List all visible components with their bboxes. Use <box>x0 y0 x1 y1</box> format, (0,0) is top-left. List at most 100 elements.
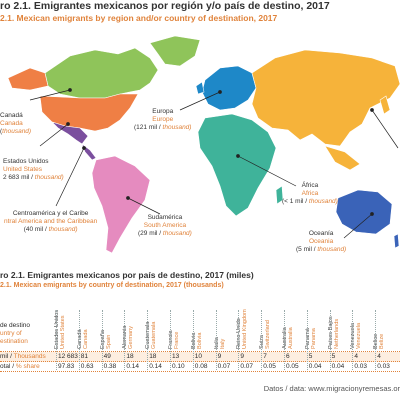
asia-shape <box>251 49 400 147</box>
header-label: de destino <box>0 322 30 329</box>
europe-num: (121 mil / <box>134 124 163 131</box>
cell-thousands: 4 <box>354 353 359 360</box>
cell-share: 0.03 <box>377 363 390 370</box>
central-num: (40 mil / <box>23 226 49 233</box>
header-label-en2: estination <box>0 338 28 345</box>
new-zealand-shape <box>393 233 400 249</box>
africa-shape <box>197 113 277 217</box>
central-en: ntral America and the Caribbean <box>4 218 98 225</box>
label-oceania: Oceanía Oceania (5 mil / thousand) <box>296 230 346 254</box>
cell-thousands: 4 <box>377 353 381 360</box>
cell-share: 0.07 <box>240 363 254 370</box>
cell-share: 0.10 <box>172 363 185 370</box>
figure1-title-en: 2.1. Mexican emigrants by region and/or … <box>0 13 278 23</box>
cell-share: 0.63 <box>80 363 94 370</box>
cell-thousands: 5 <box>308 353 313 360</box>
cell-share: 0.14 <box>149 363 162 370</box>
row-divider-mid <box>0 361 400 362</box>
oceania-en: Oceania <box>309 238 334 245</box>
cell-share: 0.08 <box>194 363 208 370</box>
cell-share: 0.03 <box>354 363 368 370</box>
row1-bg <box>0 352 400 362</box>
canada-es: Canadá <box>0 112 23 119</box>
uk-shape <box>195 81 205 95</box>
row2-label-es: otal / <box>0 363 16 370</box>
column-divider <box>170 310 171 370</box>
column-header-en: Panama <box>310 328 317 349</box>
column-header-es: Panamá <box>304 328 311 349</box>
usa-shape <box>39 93 139 132</box>
column-divider <box>375 310 377 370</box>
europe-en: Europe <box>152 116 174 123</box>
cell-thousands: 6 <box>286 353 290 360</box>
figure2-title-en: 2.1. Mexican emigrants by country of des… <box>0 282 224 289</box>
column-divider <box>192 310 194 370</box>
usa-es: Estados Unidos <box>3 158 49 165</box>
column-divider <box>329 310 331 370</box>
column-header-en: Netherlands <box>333 318 340 349</box>
japan-shape <box>379 95 391 115</box>
canada-shape <box>44 47 159 99</box>
south-en: South America <box>143 222 187 229</box>
cell-share: 0.04 <box>331 363 345 370</box>
column-header-es: Bolivia <box>190 332 197 349</box>
oceania-es: Oceanía <box>308 230 334 237</box>
madagascar-shape <box>275 185 284 205</box>
column-header-en: France <box>174 331 180 349</box>
column-header-en: Switzerland <box>265 320 272 349</box>
usa-unit: thousand) <box>34 174 64 181</box>
cell-thousands: 9 <box>240 353 245 360</box>
label-usa: Estados Unidos United States 2 683 mil /… <box>0 158 64 182</box>
column-divider <box>147 310 149 370</box>
alaska-shape <box>7 67 49 91</box>
south-es: Sudamérica <box>147 214 183 221</box>
africa-en: Africa <box>301 190 319 197</box>
column-header-en: Belize <box>379 333 386 349</box>
column-divider <box>306 310 308 370</box>
cell-thousands: 7 <box>263 353 267 360</box>
cell-thousands: 9 <box>217 353 222 360</box>
column-header-en: United Kingdom <box>242 309 249 349</box>
label-south-america: Sudamérica South America (29 mil / thous… <box>138 214 192 238</box>
europe-es: Europa <box>152 108 174 115</box>
cell-share: 0.07 <box>217 363 231 370</box>
column-divider <box>78 310 80 370</box>
row2-bg <box>0 362 400 372</box>
cell-thousands: 10 <box>194 353 203 360</box>
figure1-title-es: ro 2.1. Emigrantes mexicanos por región … <box>0 0 330 12</box>
label-central-america: Centroamérica y el Caribe ntral America … <box>4 210 97 234</box>
label-africa: África Africa (< 1 mil / thousand) <box>282 182 338 206</box>
africa-es: África <box>301 182 319 189</box>
column-header-en: Venezuela <box>356 322 363 349</box>
row1-label-en: Thousands <box>13 353 46 360</box>
column-header-en: Italy <box>219 338 226 349</box>
australia-shape <box>335 189 393 235</box>
column-header-en: Guatemala <box>151 321 158 349</box>
greenland-shape <box>149 35 201 67</box>
row-divider-top <box>0 351 400 352</box>
cell-thousands: 5 <box>331 353 336 360</box>
column-divider <box>238 310 240 370</box>
oceania-unit: thousand) <box>317 246 347 253</box>
canada-num: ( <box>0 128 3 135</box>
column-divider <box>101 310 103 370</box>
column-header-en: Germany <box>128 325 135 349</box>
cell-share: 0.38 <box>103 363 117 370</box>
row1-label: mil / Thousands <box>0 353 46 360</box>
world-map <box>7 35 400 254</box>
central-es: Centroamérica y el Caribe <box>12 210 89 217</box>
cell-thousands: 49 <box>103 353 111 360</box>
column-divider <box>56 310 57 370</box>
row1-label-es: mil / <box>0 353 14 360</box>
column-header-en: Spain <box>105 334 112 349</box>
column-header: Belice Belize <box>373 297 400 349</box>
cell-thousands: 18 <box>126 353 134 360</box>
central-unit: thousand) <box>48 226 78 233</box>
row-divider-bottom <box>0 371 400 372</box>
europe-shape <box>201 65 257 111</box>
southeast-asia-shape <box>324 145 361 171</box>
south-num: (29 mil / <box>138 230 163 237</box>
column-divider <box>215 310 217 370</box>
row2-label-en: % share <box>15 363 40 370</box>
usa-num: 2 683 mil / <box>3 174 35 181</box>
